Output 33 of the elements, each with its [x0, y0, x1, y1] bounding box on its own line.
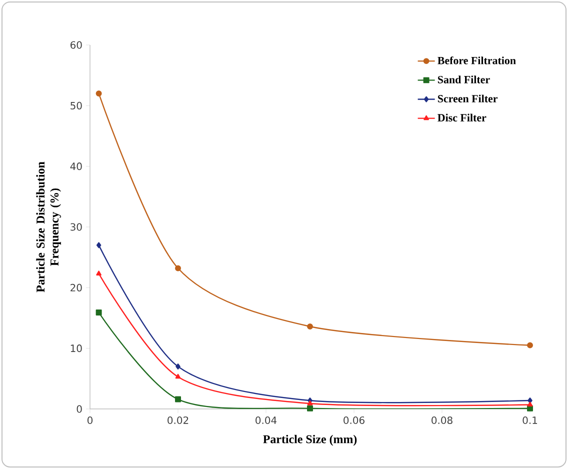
point — [307, 405, 313, 412]
point — [307, 323, 313, 330]
y-axis-title: Particle Size Distribution Frequency (%) — [36, 162, 61, 292]
x-tick-label: 0.06 — [344, 416, 364, 424]
x-tick-label: 0.02 — [168, 416, 188, 424]
y-tick-label: 40 — [70, 162, 82, 170]
point — [528, 398, 532, 404]
point — [175, 396, 181, 402]
y-tick-label: 30 — [70, 223, 82, 231]
point — [96, 242, 102, 248]
x-tick-label: 0.04 — [256, 416, 277, 424]
point — [527, 402, 533, 407]
x-tick-label: 0 — [87, 416, 93, 424]
y-tick-label: 20 — [70, 284, 82, 292]
point — [176, 364, 180, 370]
point — [96, 310, 102, 316]
legend-label: Sand Filter — [438, 76, 490, 84]
point — [96, 90, 102, 97]
y-tick-label: 0 — [76, 405, 82, 413]
x-tick-label: 0.1 — [522, 416, 538, 424]
point — [307, 400, 313, 406]
point — [175, 374, 181, 379]
legend-label: Disc Filter — [438, 114, 486, 122]
y-tick-label: 50 — [70, 102, 82, 110]
x-axis-title: Particle Size (mm) — [263, 434, 357, 446]
point — [527, 342, 533, 348]
x-tick-label: 0.08 — [432, 416, 452, 424]
y-tick-label: 60 — [70, 41, 82, 49]
y-tick-label: 10 — [70, 344, 82, 352]
legend-label: Screen Filter — [438, 94, 498, 102]
legend-label: Before Filtration — [438, 56, 516, 64]
point — [96, 270, 102, 276]
point — [175, 265, 181, 272]
